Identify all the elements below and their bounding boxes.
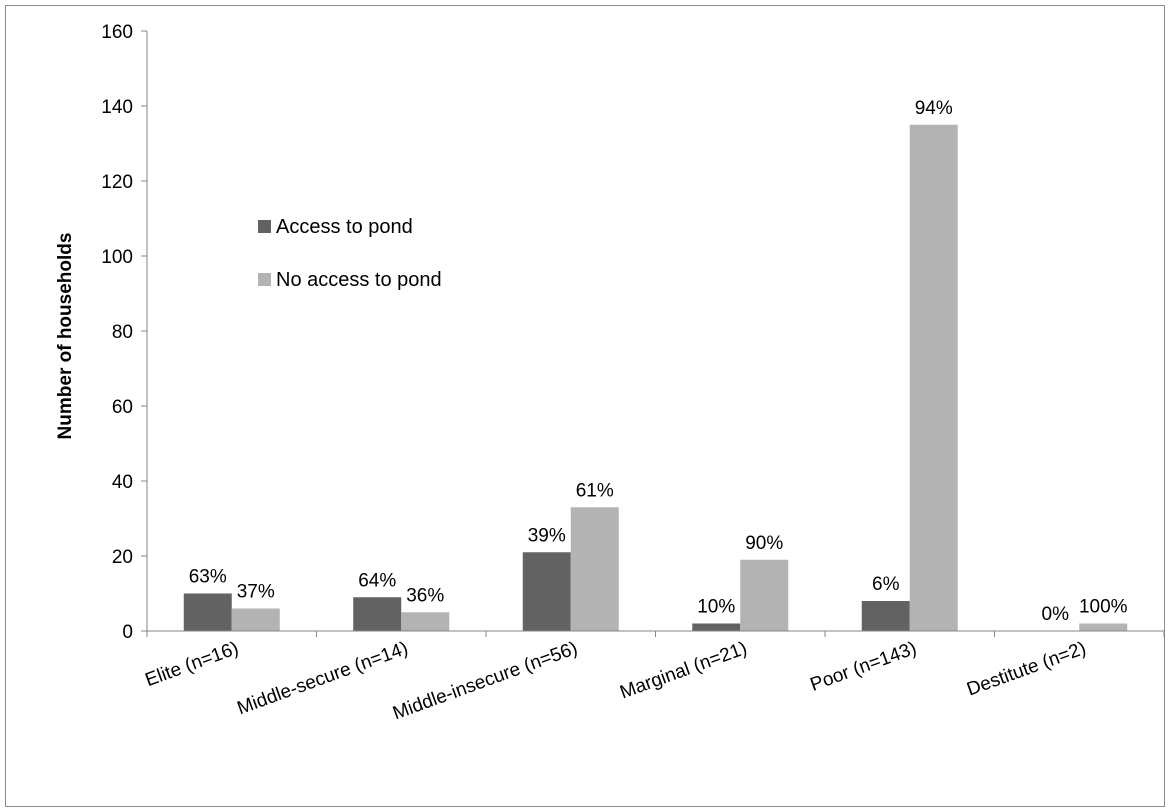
bar-no-access [401, 612, 450, 631]
axes [146, 31, 1165, 637]
bar-chart: Number of households 0 20 40 60 80 100 120 140 1… [55, 22, 1165, 724]
bar-value-label: 64% [358, 570, 396, 591]
y-axis-ticks: 0 20 40 60 80 100 120 140 160 [101, 22, 147, 643]
y-tick-label: 140 [101, 97, 133, 118]
x-tick-label: Destitute (n=2) [964, 638, 1089, 701]
bar-value-label: 94% [915, 98, 953, 119]
bar-value-label: 6% [872, 574, 900, 595]
bar-value-label: 0% [1042, 604, 1070, 625]
bar-no-access [909, 124, 958, 631]
x-tick-label: Poor (n=143) [808, 638, 920, 696]
y-tick-label: 60 [112, 397, 133, 418]
bar-value-label: 61% [576, 480, 614, 501]
y-tick-label: 160 [101, 22, 133, 43]
bar-no-access [1079, 623, 1128, 631]
bar-access [861, 601, 910, 631]
legend-swatch-access [258, 220, 271, 233]
bar-value-label: 63% [189, 567, 227, 588]
y-tick-label: 0 [122, 622, 133, 643]
y-tick-label: 20 [112, 547, 133, 568]
x-tick-label: Marginal (n=21) [617, 638, 750, 703]
x-tick-label: Elite (n=16) [142, 638, 241, 691]
bar-access [692, 623, 741, 631]
bar-value-label: 39% [528, 525, 566, 546]
bar-no-access [570, 507, 619, 631]
y-tick-label: 80 [112, 322, 133, 343]
bar-value-label: 90% [745, 533, 783, 554]
bar-value-label: 10% [697, 597, 735, 618]
y-tick-label: 100 [101, 247, 133, 268]
bar-access [522, 552, 571, 631]
y-tick-label: 120 [101, 172, 133, 193]
x-axis-tick-labels: Elite (n=16)Middle-secure (n=14)Middle-i… [142, 638, 1088, 724]
bar-access [353, 597, 402, 631]
bar-value-label: 37% [237, 582, 275, 603]
bar-no-access [231, 608, 280, 631]
bar-access [183, 593, 232, 631]
x-tick-label: Middle-secure (n=14) [235, 638, 411, 719]
bar-no-access [740, 559, 789, 631]
legend: Access to pond No access to pond [258, 216, 442, 291]
y-axis-title: Number of households [55, 233, 76, 440]
legend-swatch-no-access [258, 273, 271, 286]
chart-frame: Number of households 0 20 40 60 80 100 120 140 1… [5, 5, 1165, 807]
bars [183, 124, 1128, 631]
legend-label-no-access: No access to pond [276, 269, 442, 291]
x-tick-label: Middle-insecure (n=56) [390, 638, 580, 724]
data-labels: 63% 37% 64% 36% 39% 61% 10% 90% 6% 94% 0% 100% [189, 98, 1128, 625]
y-tick-label: 40 [112, 472, 133, 493]
bar-value-label: 100% [1079, 597, 1128, 618]
legend-label-access: Access to pond [276, 216, 413, 238]
bar-value-label: 36% [406, 585, 444, 606]
